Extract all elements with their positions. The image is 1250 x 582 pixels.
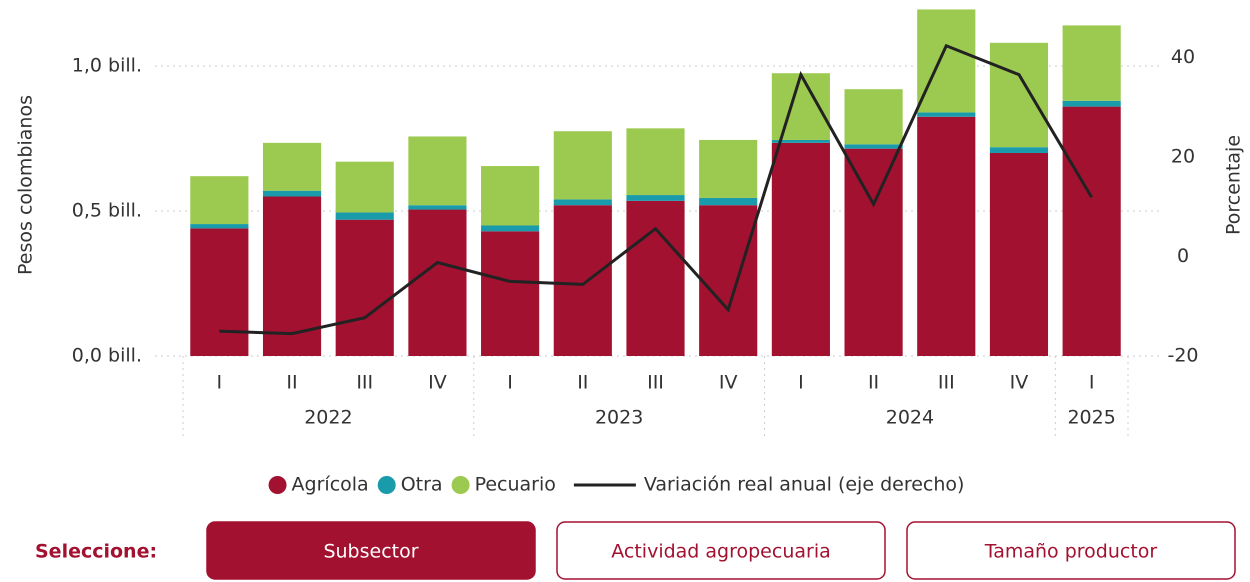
bar-segment	[262, 142, 322, 191]
bar-segment	[335, 219, 394, 356]
bar-segment	[626, 128, 685, 196]
group-label: 2025	[1067, 407, 1115, 429]
bar-segment	[408, 205, 467, 210]
x-tick-label: II	[286, 372, 297, 394]
x-tick-label: III	[938, 372, 955, 394]
button-label[interactable]: Actividad agropecuaria	[611, 541, 831, 563]
button[interactable]	[556, 521, 886, 580]
x-tick-label: I	[217, 372, 223, 394]
group-label: 2023	[595, 407, 643, 429]
group-label: 2024	[886, 407, 934, 429]
x-tick-label: III	[647, 372, 664, 394]
x-tick-label: I	[507, 372, 513, 394]
bar-segment	[989, 153, 1049, 356]
bar-segment	[553, 205, 612, 356]
bar-segment	[553, 199, 612, 206]
y2-axis-title: Porcentaje	[1223, 135, 1245, 235]
y-axis-title: Pesos colombianos	[15, 95, 37, 275]
bar-segment	[190, 176, 249, 225]
bar-segment	[626, 195, 685, 201]
legend-marker	[377, 476, 396, 494]
bar-segment	[1062, 106, 1121, 356]
bar-segment	[917, 116, 976, 356]
line-series	[219, 43, 1093, 336]
bar-segment	[917, 9, 976, 113]
y2-tick-label: -20	[1167, 345, 1198, 367]
bar-segment	[408, 209, 467, 356]
y-tick-label: 0,5 bill.	[72, 200, 142, 222]
bar-segment	[408, 136, 467, 206]
button[interactable]	[906, 521, 1236, 580]
bar-segment	[553, 131, 612, 200]
button-label[interactable]: Subsector	[323, 541, 418, 563]
legend-marker	[451, 476, 470, 494]
x-tick-label: II	[577, 372, 588, 394]
x-tick-label: IV	[719, 372, 738, 394]
bar-segment	[771, 73, 830, 140]
bar-segment	[1062, 100, 1121, 107]
y-tick-label: 1,0 bill.	[72, 55, 142, 77]
bar-segment	[190, 224, 249, 229]
bar-segment	[989, 147, 1049, 153]
y2-tick-label: 20	[1171, 146, 1195, 168]
x-tick-label: IV	[1010, 372, 1029, 394]
group-label: 2022	[304, 407, 352, 429]
x-tick-label: I	[798, 372, 804, 394]
legend-marker	[268, 476, 287, 494]
legend-label: Pecuario	[475, 474, 556, 496]
bar-segment	[844, 144, 903, 149]
bar-segment	[335, 161, 394, 213]
bar-segment	[699, 205, 758, 356]
button[interactable]	[206, 521, 536, 580]
bar-segment	[699, 197, 758, 206]
bar-segment	[481, 231, 540, 356]
bar-segment	[699, 139, 758, 198]
legend-label: Otra	[401, 474, 443, 496]
bar-segment	[1062, 25, 1121, 101]
x-tick-label: IV	[428, 372, 447, 394]
legend-label: Variación real anual (eje derecho)	[644, 474, 965, 496]
y2-tick-label: 0	[1177, 245, 1189, 267]
bar-segment	[262, 190, 322, 197]
bar-segment	[335, 212, 394, 220]
y2-tick-label: 40	[1171, 46, 1195, 68]
x-tick-label: III	[356, 372, 373, 394]
button-label[interactable]: Tamaño productor	[984, 541, 1158, 563]
bar-segment	[844, 148, 903, 356]
bar-segment	[481, 225, 540, 232]
bar-segment	[989, 42, 1049, 148]
bar-segment	[626, 200, 685, 356]
legend-label: Agrícola	[292, 474, 369, 496]
bar-segment	[844, 89, 903, 145]
x-tick-label: I	[1089, 372, 1095, 394]
bar-segment	[771, 139, 830, 143]
bar-segment	[917, 112, 976, 117]
bar-segment	[481, 166, 540, 226]
y-tick-label: 0,0 bill.	[72, 345, 142, 367]
x-tick-label: II	[868, 372, 879, 394]
bar-segment	[190, 228, 249, 356]
bar-segment	[771, 142, 830, 356]
controls-label: Seleccione:	[35, 541, 157, 563]
